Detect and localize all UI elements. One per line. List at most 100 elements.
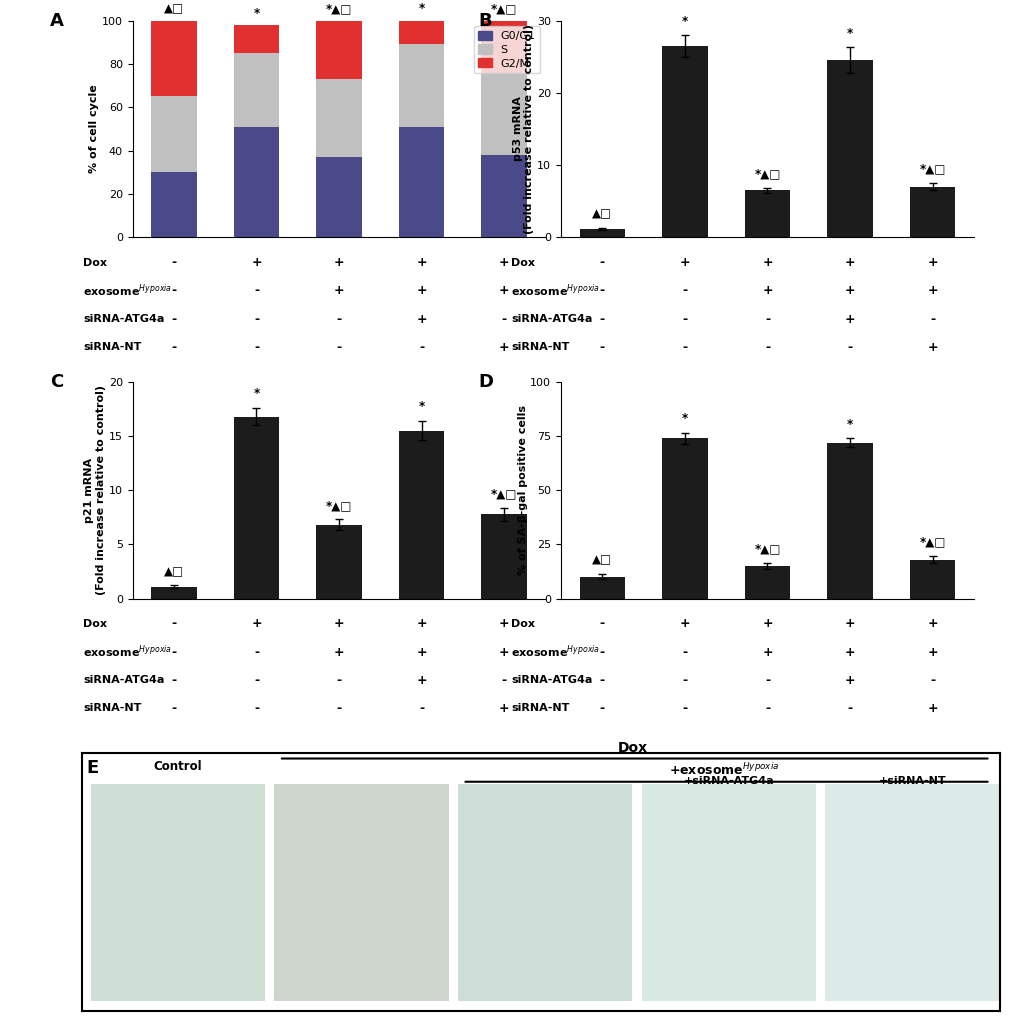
- Bar: [398, 127, 444, 237]
- Text: ▲□: ▲□: [164, 565, 183, 578]
- Text: -: -: [847, 341, 852, 354]
- Text: siRNA-ATG4a: siRNA-ATG4a: [83, 675, 164, 685]
- Text: +: +: [761, 617, 772, 631]
- Text: ▲□: ▲□: [592, 554, 611, 567]
- Text: exosome$^{Hypoxia}$: exosome$^{Hypoxia}$: [83, 283, 172, 299]
- Text: +: +: [761, 646, 772, 658]
- Text: *: *: [418, 400, 424, 413]
- Bar: [458, 784, 632, 1001]
- Text: siRNA-NT: siRNA-NT: [511, 704, 570, 713]
- Text: D: D: [478, 374, 493, 391]
- Text: -: -: [599, 702, 604, 715]
- Text: *: *: [253, 387, 260, 400]
- Text: *▲□: *▲□: [490, 2, 517, 15]
- Text: -: -: [171, 617, 176, 631]
- Text: +: +: [926, 617, 937, 631]
- Text: +: +: [251, 617, 262, 631]
- Text: siRNA-NT: siRNA-NT: [83, 704, 142, 713]
- Text: +: +: [498, 702, 510, 715]
- Text: -: -: [336, 674, 341, 686]
- Text: *▲□: *▲□: [753, 542, 780, 555]
- Bar: [481, 21, 527, 72]
- Bar: [824, 784, 999, 1001]
- Text: *▲□: *▲□: [753, 167, 780, 180]
- Text: -: -: [682, 341, 687, 354]
- Text: -: -: [171, 702, 176, 715]
- Text: -: -: [419, 702, 424, 715]
- Text: +: +: [844, 285, 855, 297]
- Bar: [316, 21, 362, 79]
- Text: -: -: [171, 646, 176, 658]
- Text: *▲□: *▲□: [918, 535, 945, 548]
- Bar: [579, 577, 625, 599]
- Text: -: -: [847, 702, 852, 715]
- Text: +: +: [679, 617, 690, 631]
- Bar: [151, 172, 197, 237]
- Text: *▲□: *▲□: [918, 163, 945, 175]
- Text: -: -: [501, 674, 506, 686]
- Bar: [233, 417, 279, 599]
- Text: *: *: [418, 2, 424, 15]
- Text: siRNA-ATG4a: siRNA-ATG4a: [83, 314, 164, 324]
- Bar: [91, 784, 265, 1001]
- Text: *: *: [846, 418, 852, 430]
- Text: +: +: [498, 256, 510, 269]
- Bar: [481, 155, 527, 237]
- Text: +: +: [761, 256, 772, 269]
- Text: -: -: [171, 313, 176, 325]
- Text: A: A: [50, 12, 64, 30]
- Text: -: -: [171, 341, 176, 354]
- Bar: [641, 784, 815, 1001]
- Text: *▲□: *▲□: [490, 487, 517, 499]
- Text: -: -: [336, 702, 341, 715]
- Text: Control: Control: [154, 760, 202, 773]
- Bar: [579, 229, 625, 237]
- Text: -: -: [764, 702, 769, 715]
- Text: -: -: [419, 341, 424, 354]
- Text: siRNA-ATG4a: siRNA-ATG4a: [511, 675, 592, 685]
- Text: -: -: [254, 646, 259, 658]
- Bar: [233, 53, 279, 127]
- Text: -: -: [254, 674, 259, 686]
- Text: +: +: [679, 256, 690, 269]
- Text: +: +: [844, 646, 855, 658]
- Text: *: *: [253, 6, 260, 20]
- Text: -: -: [599, 617, 604, 631]
- Bar: [744, 190, 790, 237]
- Text: exosome$^{Hypoxia}$: exosome$^{Hypoxia}$: [83, 644, 172, 660]
- Text: exosome$^{Hypoxia}$: exosome$^{Hypoxia}$: [511, 283, 600, 299]
- Bar: [398, 44, 444, 127]
- Text: Dox: Dox: [83, 258, 107, 267]
- Text: *: *: [681, 14, 688, 28]
- Text: +: +: [844, 674, 855, 686]
- Text: *: *: [681, 412, 688, 425]
- Bar: [826, 60, 872, 237]
- Text: +exosome$^{Hypoxia}$: +exosome$^{Hypoxia}$: [668, 762, 779, 778]
- Bar: [826, 443, 872, 599]
- Text: Dox: Dox: [616, 741, 647, 754]
- Text: -: -: [682, 646, 687, 658]
- Text: +: +: [926, 256, 937, 269]
- Text: -: -: [599, 313, 604, 325]
- Bar: [481, 514, 527, 599]
- Text: +: +: [416, 256, 427, 269]
- Text: -: -: [764, 313, 769, 325]
- Bar: [316, 525, 362, 599]
- Text: +siRNA-NT: +siRNA-NT: [877, 776, 946, 785]
- Bar: [481, 72, 527, 155]
- Text: siRNA-ATG4a: siRNA-ATG4a: [511, 314, 592, 324]
- Text: -: -: [599, 285, 604, 297]
- Text: +: +: [333, 646, 344, 658]
- Text: -: -: [254, 285, 259, 297]
- Bar: [233, 127, 279, 237]
- Text: -: -: [599, 646, 604, 658]
- Bar: [398, 430, 444, 599]
- Text: -: -: [254, 341, 259, 354]
- Text: -: -: [929, 674, 934, 686]
- Bar: [274, 784, 448, 1001]
- Text: ▲□: ▲□: [164, 2, 183, 15]
- Bar: [744, 566, 790, 599]
- Text: +: +: [251, 256, 262, 269]
- Text: -: -: [764, 674, 769, 686]
- Text: *▲□: *▲□: [325, 2, 352, 15]
